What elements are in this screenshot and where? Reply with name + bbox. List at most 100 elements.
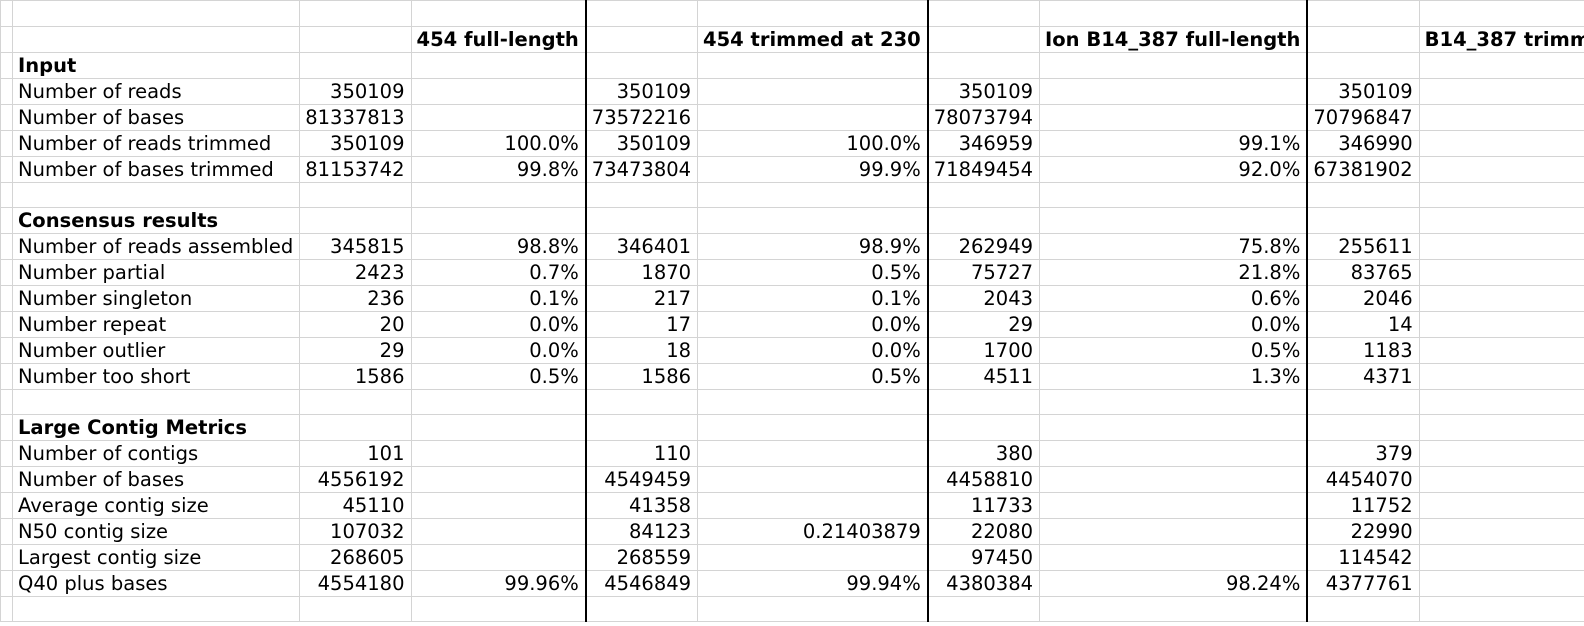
value-cell[interactable]: 97450 xyxy=(927,544,1041,571)
percent-cell[interactable] xyxy=(1039,466,1309,493)
percent-cell[interactable] xyxy=(1419,518,1584,545)
value-cell[interactable]: 45110 xyxy=(299,492,412,519)
value-cell[interactable]: 70796847 xyxy=(1307,104,1420,131)
value-cell[interactable]: 345815 xyxy=(299,233,412,260)
row-gutter-cell[interactable] xyxy=(0,466,13,493)
empty-cell[interactable] xyxy=(1307,26,1420,53)
empty-cell[interactable] xyxy=(0,26,13,53)
empty-cell[interactable] xyxy=(299,182,412,208)
value-cell[interactable]: 346401 xyxy=(585,233,699,260)
row-gutter-cell[interactable] xyxy=(0,414,13,441)
empty-cell[interactable] xyxy=(697,389,929,415)
value-cell[interactable]: 1586 xyxy=(585,363,699,390)
percent-cell[interactable] xyxy=(1039,440,1309,467)
value-cell[interactable]: 350109 xyxy=(299,130,412,157)
value-cell[interactable]: 78073794 xyxy=(927,104,1041,131)
row-gutter-cell[interactable] xyxy=(0,52,13,79)
row-label[interactable]: Number singleton xyxy=(12,285,301,312)
value-cell[interactable]: 73473804 xyxy=(585,156,699,183)
value-cell[interactable]: 346990 xyxy=(1307,130,1420,157)
empty-cell[interactable] xyxy=(1039,414,1309,441)
empty-cell[interactable] xyxy=(0,0,13,27)
empty-cell[interactable] xyxy=(411,389,587,415)
row-gutter-cell[interactable] xyxy=(0,78,13,105)
percent-cell[interactable] xyxy=(1039,104,1309,131)
empty-cell[interactable] xyxy=(1039,389,1309,415)
empty-cell[interactable] xyxy=(299,26,412,53)
percent-cell[interactable]: 1.3% xyxy=(1419,363,1584,390)
value-cell[interactable]: 81153742 xyxy=(299,156,412,183)
percent-cell[interactable] xyxy=(697,466,929,493)
empty-cell[interactable] xyxy=(1307,52,1420,79)
empty-cell[interactable] xyxy=(411,207,587,234)
percent-cell[interactable]: 0.6% xyxy=(1039,285,1309,312)
empty-cell[interactable] xyxy=(585,26,699,53)
empty-cell[interactable] xyxy=(697,207,929,234)
empty-cell[interactable] xyxy=(1039,182,1309,208)
empty-cell[interactable] xyxy=(697,596,929,622)
row-label[interactable]: Number of contigs xyxy=(12,440,301,467)
empty-cell[interactable] xyxy=(299,207,412,234)
empty-cell[interactable] xyxy=(299,389,412,415)
percent-cell[interactable] xyxy=(1039,544,1309,571)
percent-cell[interactable] xyxy=(411,78,587,105)
percent-cell[interactable] xyxy=(697,492,929,519)
empty-cell[interactable] xyxy=(697,0,929,27)
percent-cell[interactable]: 0.5% xyxy=(697,259,929,286)
value-cell[interactable]: 350109 xyxy=(927,78,1041,105)
empty-cell[interactable] xyxy=(697,182,929,208)
value-cell[interactable]: 41358 xyxy=(585,492,699,519)
value-cell[interactable]: 29 xyxy=(927,311,1041,338)
row-gutter-cell[interactable] xyxy=(0,156,13,183)
empty-cell[interactable] xyxy=(12,26,301,53)
row-label[interactable]: Q40 plus bases xyxy=(12,570,301,597)
row-gutter-cell[interactable] xyxy=(0,440,13,467)
row-label[interactable]: Number of bases xyxy=(12,104,301,131)
percent-cell[interactable]: 0.0% xyxy=(697,311,929,338)
empty-cell[interactable] xyxy=(0,182,13,208)
row-label[interactable]: Number outlier xyxy=(12,337,301,364)
row-gutter-cell[interactable] xyxy=(0,130,13,157)
empty-cell[interactable] xyxy=(1307,182,1420,208)
value-cell[interactable]: 4549459 xyxy=(585,466,699,493)
percent-cell[interactable]: 0.0% xyxy=(411,337,587,364)
row-gutter-cell[interactable] xyxy=(0,233,13,260)
value-cell[interactable]: 11752 xyxy=(1307,492,1420,519)
value-cell[interactable]: 1586 xyxy=(299,363,412,390)
empty-cell[interactable] xyxy=(1419,207,1584,234)
empty-cell[interactable] xyxy=(585,52,699,79)
value-cell[interactable]: 4458810 xyxy=(927,466,1041,493)
row-gutter-cell[interactable] xyxy=(0,570,13,597)
empty-cell[interactable] xyxy=(585,596,699,622)
row-label[interactable]: N50 contig size xyxy=(12,518,301,545)
section-title[interactable]: Consensus results xyxy=(12,207,301,234)
empty-cell[interactable] xyxy=(927,52,1041,79)
value-cell[interactable]: 71849454 xyxy=(927,156,1041,183)
empty-cell[interactable] xyxy=(299,596,412,622)
empty-cell[interactable] xyxy=(411,52,587,79)
percent-cell[interactable]: 0.0% xyxy=(1039,311,1309,338)
value-cell[interactable]: 4380384 xyxy=(927,570,1041,597)
percent-cell[interactable] xyxy=(1419,78,1584,105)
percent-cell[interactable]: 75.8% xyxy=(1039,233,1309,260)
column-header[interactable]: 454 full-length xyxy=(411,26,587,53)
percent-cell[interactable]: 95.2% xyxy=(1419,156,1584,183)
percent-cell[interactable] xyxy=(411,544,587,571)
percent-cell[interactable]: 99.9% xyxy=(697,156,929,183)
empty-cell[interactable] xyxy=(585,0,699,27)
percent-cell[interactable]: 24.1% xyxy=(1419,259,1584,286)
empty-cell[interactable] xyxy=(299,0,412,27)
percent-cell[interactable] xyxy=(411,104,587,131)
value-cell[interactable]: 380 xyxy=(927,440,1041,467)
value-cell[interactable]: 1700 xyxy=(927,337,1041,364)
row-label[interactable]: Number of reads assembled xyxy=(12,233,301,260)
value-cell[interactable]: 1870 xyxy=(585,259,699,286)
row-gutter-cell[interactable] xyxy=(0,285,13,312)
percent-cell[interactable]: 0.6% xyxy=(1419,285,1584,312)
empty-cell[interactable] xyxy=(1307,207,1420,234)
percent-cell[interactable]: 98.24% xyxy=(1039,570,1309,597)
value-cell[interactable]: 4511 xyxy=(927,363,1041,390)
empty-cell[interactable] xyxy=(411,596,587,622)
value-cell[interactable]: 81337813 xyxy=(299,104,412,131)
row-label[interactable]: Number of bases xyxy=(12,466,301,493)
